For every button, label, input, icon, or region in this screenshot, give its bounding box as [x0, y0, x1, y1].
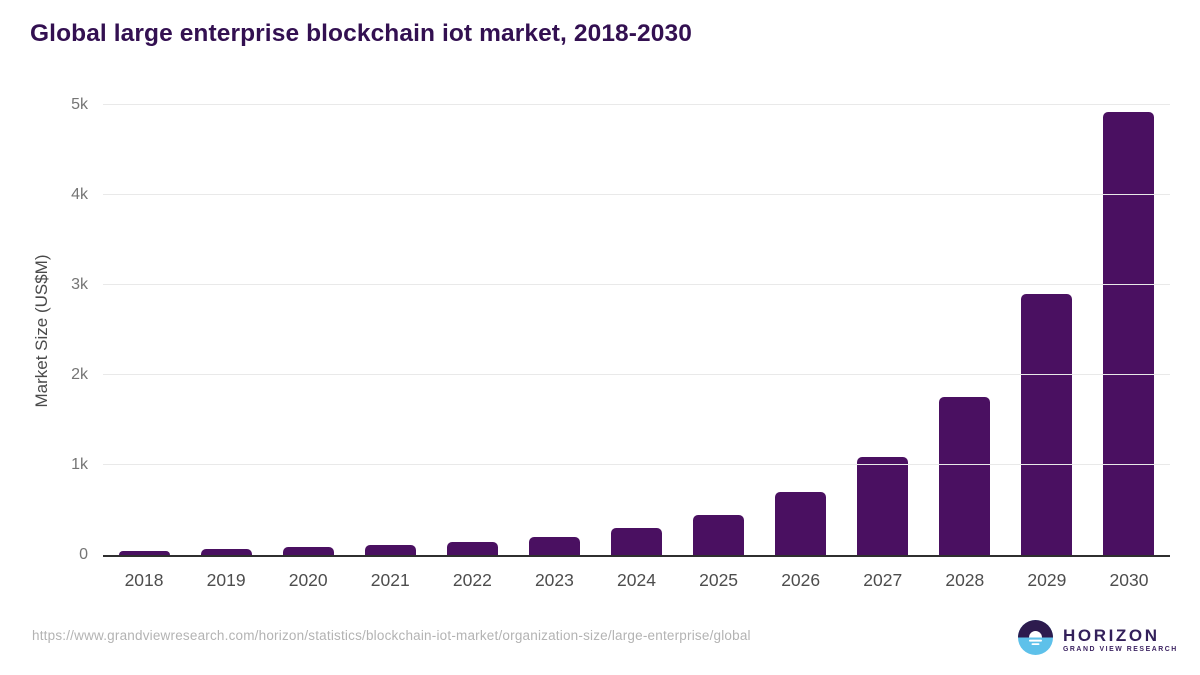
y-tick-label: 3k: [71, 276, 88, 293]
x-tick-label: 2021: [370, 570, 410, 590]
gridline: [103, 194, 1170, 195]
bar-slot: [924, 105, 1006, 555]
bar-slot: [1088, 105, 1170, 555]
y-tick-label: 2k: [71, 366, 88, 383]
x-tick-label: 2026: [781, 570, 821, 590]
y-tick-label: 4k: [71, 186, 88, 203]
logo-text-block: HORIZON GRAND VIEW RESEARCH: [1063, 627, 1178, 654]
gridline: [103, 284, 1170, 285]
bar-2028: [939, 397, 991, 555]
x-tick-label: 2019: [206, 570, 246, 590]
gridline: [103, 464, 1170, 465]
x-tick-label: 2020: [288, 570, 328, 590]
bar-2019: [200, 549, 252, 555]
bars-container: [103, 105, 1170, 555]
x-axis-labels: 2018 2019 2020 2021 2022 2023 2024 2025 2026 2027…: [103, 570, 1170, 591]
x-tick-label: 2018: [124, 570, 164, 590]
x-tick-label: 2025: [699, 570, 739, 590]
y-axis-title: Market Size (US$M): [32, 254, 51, 408]
gridline: [103, 374, 1170, 375]
bar-slot: [267, 105, 349, 555]
y-tick-label: 0: [79, 546, 88, 563]
bar-slot: [678, 105, 760, 555]
gridline: [103, 104, 1170, 105]
x-tick-label: 2027: [863, 570, 903, 590]
x-tick-label: 2029: [1027, 570, 1067, 590]
bar-slot: [103, 105, 185, 555]
bar-slot: [1006, 105, 1088, 555]
bar-2018: [118, 550, 170, 555]
x-tick-label: 2023: [534, 570, 574, 590]
horizon-sunset-icon: [1018, 620, 1053, 660]
bar-2023: [528, 537, 580, 555]
bar-2030: [1103, 111, 1155, 555]
source-url: https://www.grandviewresearch.com/horizo…: [32, 628, 751, 643]
x-tick-label: 2028: [945, 570, 985, 590]
plot-area: 0 1k 2k 3k 4k 5k: [71, 97, 1170, 563]
bar-slot: [349, 105, 431, 555]
bar-slot: [431, 105, 513, 555]
x-tick-label: 2022: [452, 570, 492, 590]
chart-title: Global large enterprise blockchain iot m…: [30, 20, 692, 47]
y-tick-label: 1k: [71, 456, 88, 473]
bar-slot: [513, 105, 595, 555]
bar-slot: [842, 105, 924, 555]
bar-2024: [611, 528, 662, 555]
bar-2026: [775, 492, 827, 555]
bar-2022: [446, 541, 498, 555]
bar-2025: [693, 514, 745, 555]
bar-slot: [185, 105, 267, 555]
bar-2021: [364, 545, 416, 555]
y-tick-label: 5k: [71, 96, 88, 113]
x-tick-label: 2024: [617, 570, 656, 590]
x-tick-label: 2030: [1109, 570, 1149, 590]
brand-logo: HORIZON GRAND VIEW RESEARCH: [1018, 620, 1178, 660]
bar-slot: [760, 105, 842, 555]
bar-slot: [595, 105, 677, 555]
bar-2029: [1021, 294, 1073, 555]
bar-2020: [282, 546, 334, 555]
logo-name: HORIZON: [1063, 625, 1160, 645]
bar-2027: [857, 456, 909, 555]
logo-subtitle: GRAND VIEW RESEARCH: [1063, 645, 1178, 653]
